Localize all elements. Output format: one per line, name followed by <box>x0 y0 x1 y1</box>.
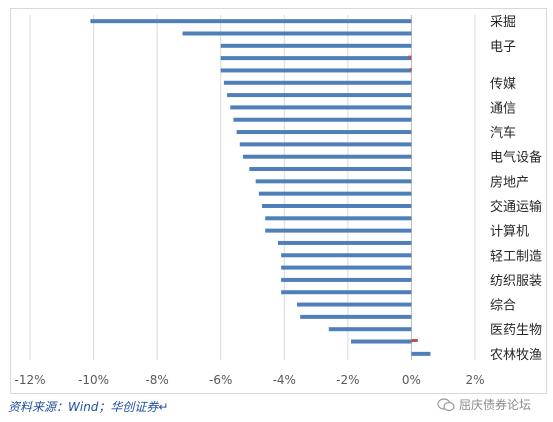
bar <box>223 80 412 85</box>
bar-secondary <box>411 339 418 343</box>
category-label: 房地产 <box>490 174 529 190</box>
x-tick-label: -8% <box>145 373 168 387</box>
bar <box>227 93 412 98</box>
bar <box>242 154 412 159</box>
bar <box>239 142 412 147</box>
bar <box>281 265 412 270</box>
x-tick-label: -6% <box>209 373 232 387</box>
bar <box>262 203 412 208</box>
bar <box>297 302 412 307</box>
bar <box>90 19 412 24</box>
bar <box>220 56 412 61</box>
bar-chart: -12% -10% -8% -6% -4% -2% 0% 2% 采掘电子传媒通信汽车电气设备房地… <box>14 15 542 387</box>
bar <box>258 191 412 196</box>
category-label: 交通运输 <box>490 199 542 215</box>
bar <box>277 240 412 245</box>
bar <box>236 130 412 135</box>
category-label: 采掘 <box>490 15 516 30</box>
bar <box>328 327 412 332</box>
watermark-text: 屈庆债券论坛 <box>459 398 532 412</box>
bar <box>281 253 412 258</box>
bar-secondary <box>409 67 412 71</box>
bar <box>281 290 412 295</box>
bar <box>300 314 412 319</box>
category-label: 传媒 <box>490 77 516 92</box>
bar <box>182 31 412 36</box>
bar <box>281 277 412 282</box>
bar <box>220 43 412 48</box>
bar <box>230 105 412 110</box>
category-label: 通信 <box>490 101 516 116</box>
category-label: 纺织服装 <box>490 274 542 289</box>
watermark: 屈庆债券论坛 <box>437 396 531 413</box>
category-label: 轻工制造 <box>490 249 542 264</box>
bar <box>255 179 412 184</box>
chart-frame <box>10 8 547 394</box>
bar <box>411 351 431 356</box>
category-label: 汽车 <box>490 125 516 141</box>
category-label: 农林牧渔 <box>490 348 542 363</box>
x-tick-label: -4% <box>273 373 296 387</box>
x-tick-label: -2% <box>336 373 359 387</box>
x-tick-label: 2% <box>465 373 484 387</box>
bar <box>249 167 412 172</box>
x-tick-label: -12% <box>14 373 45 387</box>
bar <box>265 216 412 221</box>
bar-secondary <box>408 55 412 59</box>
category-label: 医药生物 <box>490 323 542 338</box>
bar <box>265 228 412 233</box>
source-note: 资料来源：Wind；华创证券↵ <box>8 400 169 414</box>
bar <box>220 68 412 73</box>
x-tick-label: -10% <box>78 373 109 387</box>
bar <box>233 117 412 122</box>
wechat-icon <box>437 397 455 411</box>
x-tick-label: 0% <box>402 373 421 387</box>
category-label: 电子 <box>490 40 516 55</box>
category-label: 电气设备 <box>490 150 542 166</box>
bar <box>351 339 412 344</box>
category-label: 综合 <box>490 299 516 314</box>
category-label: 计算机 <box>490 225 529 240</box>
